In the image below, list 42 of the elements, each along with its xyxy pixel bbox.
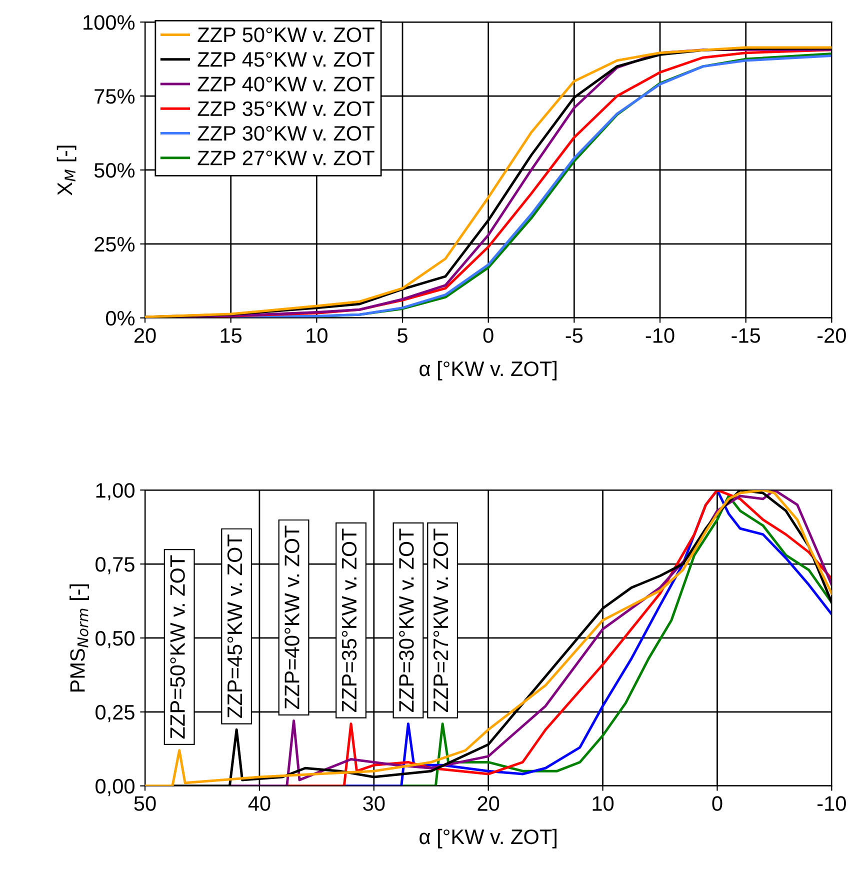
y-axis-title: X$_{M}$ [-] xyxy=(56,146,76,196)
annotation: ZZP=45°KW v. ZOT xyxy=(227,534,242,718)
y-axis-title: PMS$_{Norm}$ [-] xyxy=(70,584,90,692)
x-tick-label: 5 xyxy=(398,328,408,343)
legend-label: ZZP 27°KW v. ZOT xyxy=(198,150,374,166)
x-tick-label: 20 xyxy=(134,328,156,343)
x-axis-title: α [°KW v. ZOT] xyxy=(420,360,556,380)
y-tick-label: 75% xyxy=(94,89,135,104)
y-tick-label: 0,00 xyxy=(96,778,134,796)
legend-label: ZZP 50°KW v. ZOT xyxy=(198,27,374,42)
y-tick-label: 0,50 xyxy=(96,630,134,648)
x-axis-title: α [°KW v. ZOT] xyxy=(420,828,556,848)
x-tick-label: -10 xyxy=(818,796,846,811)
y-tick-label: 100% xyxy=(84,15,135,30)
annotation: ZZP=35°KW v. ZOT xyxy=(342,528,357,712)
x-tick-label: 30 xyxy=(363,796,385,811)
x-tick-label: 10 xyxy=(306,328,328,343)
annotation: ZZP=40°KW v. ZOT xyxy=(284,526,300,710)
legend-label: ZZP 30°KW v. ZOT xyxy=(198,126,374,141)
x-tick-label: 15 xyxy=(220,328,242,343)
legend-label: ZZP 45°KW v. ZOT xyxy=(198,52,374,67)
y-tick-label: 0,25 xyxy=(96,704,134,722)
x-tick-label: 20 xyxy=(478,796,500,811)
y-tick-label: 1,00 xyxy=(96,483,134,500)
y-tick-label: 50% xyxy=(94,162,135,178)
y-tick-label: 25% xyxy=(94,236,135,252)
x-tick-label: 0 xyxy=(483,328,494,343)
x-tick-label: -20 xyxy=(818,328,846,343)
legend-label: ZZP 35°KW v. ZOT xyxy=(198,101,374,116)
annotation: ZZP=27°KW v. ZOT xyxy=(433,528,448,712)
annotation: ZZP=30°KW v. ZOT xyxy=(399,528,414,712)
x-tick-label: -15 xyxy=(732,328,760,343)
x-tick-label: -5 xyxy=(566,328,583,343)
x-tick-label: 10 xyxy=(592,796,614,811)
x-tick-label: -10 xyxy=(646,328,674,343)
y-tick-label: 0% xyxy=(106,310,135,326)
legend-label: ZZP 40°KW v. ZOT xyxy=(198,76,374,92)
annotation: ZZP=50°KW v. ZOT xyxy=(170,555,185,739)
x-tick-label: 40 xyxy=(248,796,270,811)
y-tick-label: 0,75 xyxy=(96,557,134,574)
x-tick-label: 0 xyxy=(712,796,722,811)
x-tick-label: 50 xyxy=(134,796,156,811)
